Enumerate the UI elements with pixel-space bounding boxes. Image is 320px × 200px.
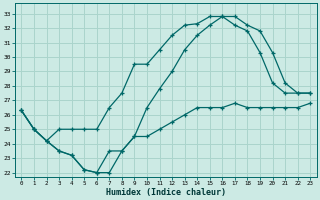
X-axis label: Humidex (Indice chaleur): Humidex (Indice chaleur) [106, 188, 226, 197]
